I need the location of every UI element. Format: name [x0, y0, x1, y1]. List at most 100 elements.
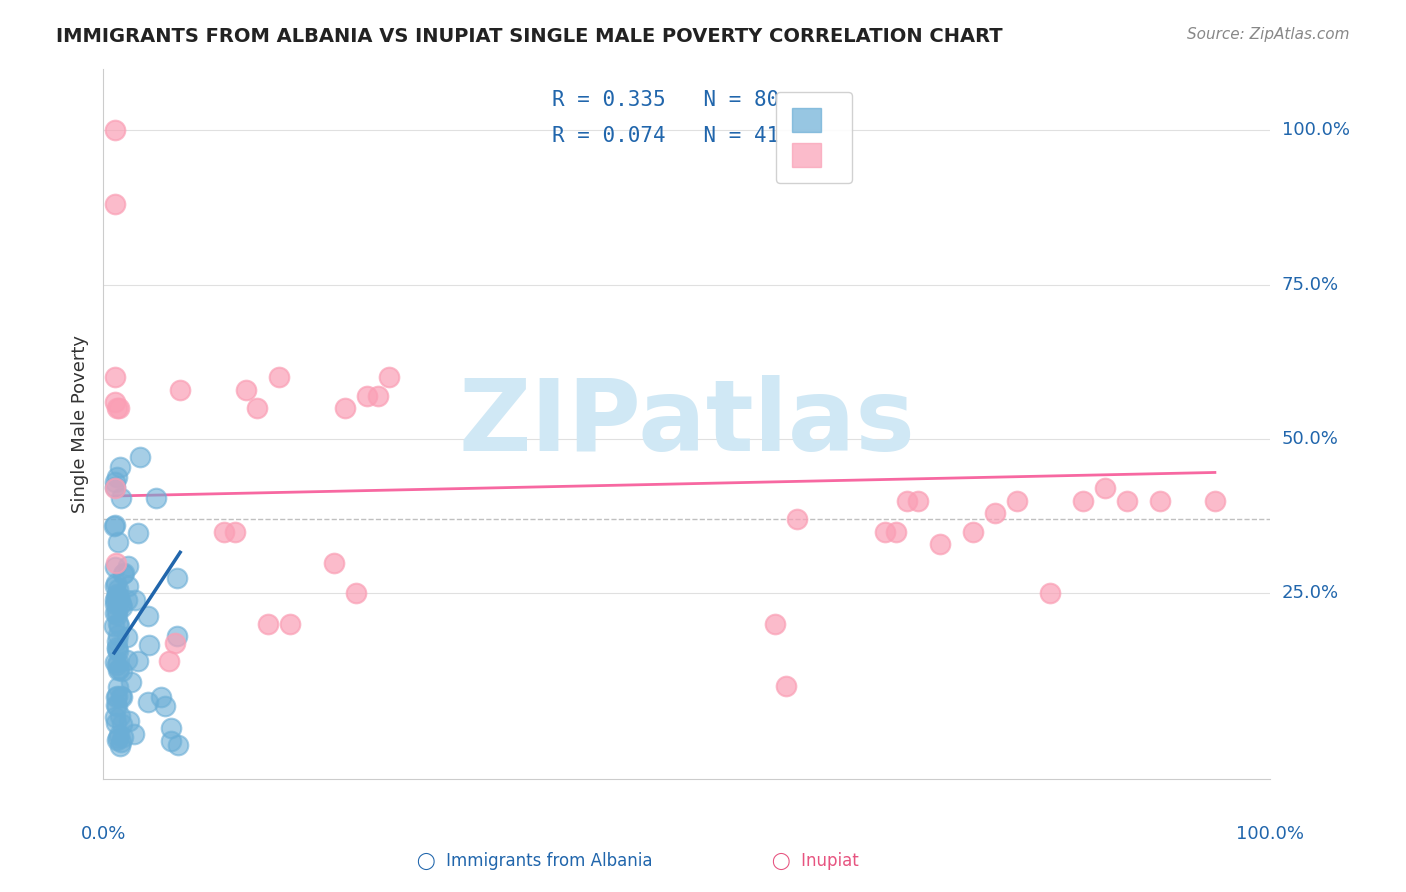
Point: [110, 690, 132, 704]
Point: [104, 606, 127, 620]
Point: [104, 482, 127, 496]
Point: [115, 593, 138, 607]
Point: [107, 628, 129, 642]
Point: [104, 480, 127, 494]
Point: [136, 609, 159, 624]
Point: [108, 728, 131, 742]
Point: [105, 698, 128, 712]
Point: [105, 657, 128, 672]
Point: [107, 731, 129, 745]
Text: ◯  Inupiat: ◯ Inupiat: [772, 852, 859, 870]
Point: [103, 619, 125, 633]
Point: [112, 566, 135, 581]
Y-axis label: Single Male Poverty: Single Male Poverty: [72, 334, 89, 513]
Point: [884, 524, 907, 539]
Text: Source: ZipAtlas.com: Source: ZipAtlas.com: [1187, 27, 1350, 42]
Point: [212, 524, 235, 539]
Point: [159, 733, 181, 747]
Text: ◯  Immigrants from Albania: ◯ Immigrants from Albania: [416, 852, 652, 870]
Point: [786, 512, 808, 526]
Point: [104, 593, 127, 607]
Point: [163, 636, 186, 650]
Point: [235, 383, 257, 397]
Point: [111, 717, 134, 731]
Point: [105, 640, 128, 655]
Point: [110, 739, 132, 754]
Point: [122, 727, 145, 741]
Point: [763, 617, 786, 632]
Point: [1115, 493, 1137, 508]
Point: [107, 663, 129, 677]
Point: [896, 493, 918, 508]
Point: [107, 607, 129, 622]
Point: [775, 679, 797, 693]
Point: [104, 560, 127, 574]
Point: [1071, 493, 1094, 508]
Point: [169, 383, 191, 397]
Point: [107, 615, 129, 630]
Point: [257, 617, 280, 632]
Point: [117, 579, 139, 593]
Point: [105, 642, 128, 657]
Point: [962, 524, 984, 539]
Text: 100.0%: 100.0%: [1282, 121, 1350, 139]
Text: 75.0%: 75.0%: [1282, 276, 1339, 293]
Point: [145, 491, 167, 506]
Point: [117, 653, 139, 667]
Point: [107, 656, 129, 670]
Point: [124, 593, 146, 607]
Point: [105, 690, 128, 704]
Point: [104, 475, 127, 490]
Point: [1005, 493, 1028, 508]
Point: [104, 655, 127, 669]
Point: [129, 450, 152, 465]
Text: 50.0%: 50.0%: [1282, 430, 1339, 448]
Point: [104, 716, 127, 731]
Point: [344, 586, 367, 600]
Point: [1149, 493, 1171, 508]
Point: [127, 525, 149, 540]
Point: [103, 578, 125, 592]
Point: [105, 605, 128, 619]
Point: [103, 518, 125, 533]
Point: [269, 370, 291, 384]
Text: R = 0.335   N = 80: R = 0.335 N = 80: [553, 90, 779, 111]
Point: [108, 618, 131, 632]
Point: [110, 597, 132, 611]
Point: [120, 674, 142, 689]
Point: [107, 401, 129, 416]
Point: [246, 401, 269, 416]
Point: [153, 699, 176, 714]
Text: 100.0%: 100.0%: [1236, 825, 1303, 843]
Point: [157, 654, 180, 668]
Point: [110, 491, 132, 506]
Point: [278, 617, 301, 632]
Point: [117, 558, 139, 573]
Point: [107, 699, 129, 714]
Point: [105, 596, 128, 610]
Point: [110, 734, 132, 748]
Point: [107, 589, 129, 603]
Point: [117, 630, 139, 644]
Point: [105, 689, 128, 703]
Point: [107, 535, 129, 549]
Point: [111, 599, 134, 614]
Point: [127, 654, 149, 668]
Point: [112, 566, 135, 581]
Point: [356, 389, 378, 403]
Point: [166, 571, 188, 585]
Point: [167, 738, 190, 752]
Point: [335, 401, 357, 416]
Point: [105, 470, 128, 484]
Point: [108, 709, 131, 723]
Point: [107, 644, 129, 658]
Point: [907, 493, 929, 508]
Point: [323, 556, 346, 570]
Text: IMMIGRANTS FROM ALBANIA VS INUPIAT SINGLE MALE POVERTY CORRELATION CHART: IMMIGRANTS FROM ALBANIA VS INUPIAT SINGL…: [56, 27, 1002, 45]
Point: [110, 689, 132, 703]
Point: [1094, 482, 1116, 496]
Point: [104, 370, 127, 384]
Point: [107, 662, 129, 676]
Point: [166, 629, 188, 643]
Point: [110, 592, 132, 607]
